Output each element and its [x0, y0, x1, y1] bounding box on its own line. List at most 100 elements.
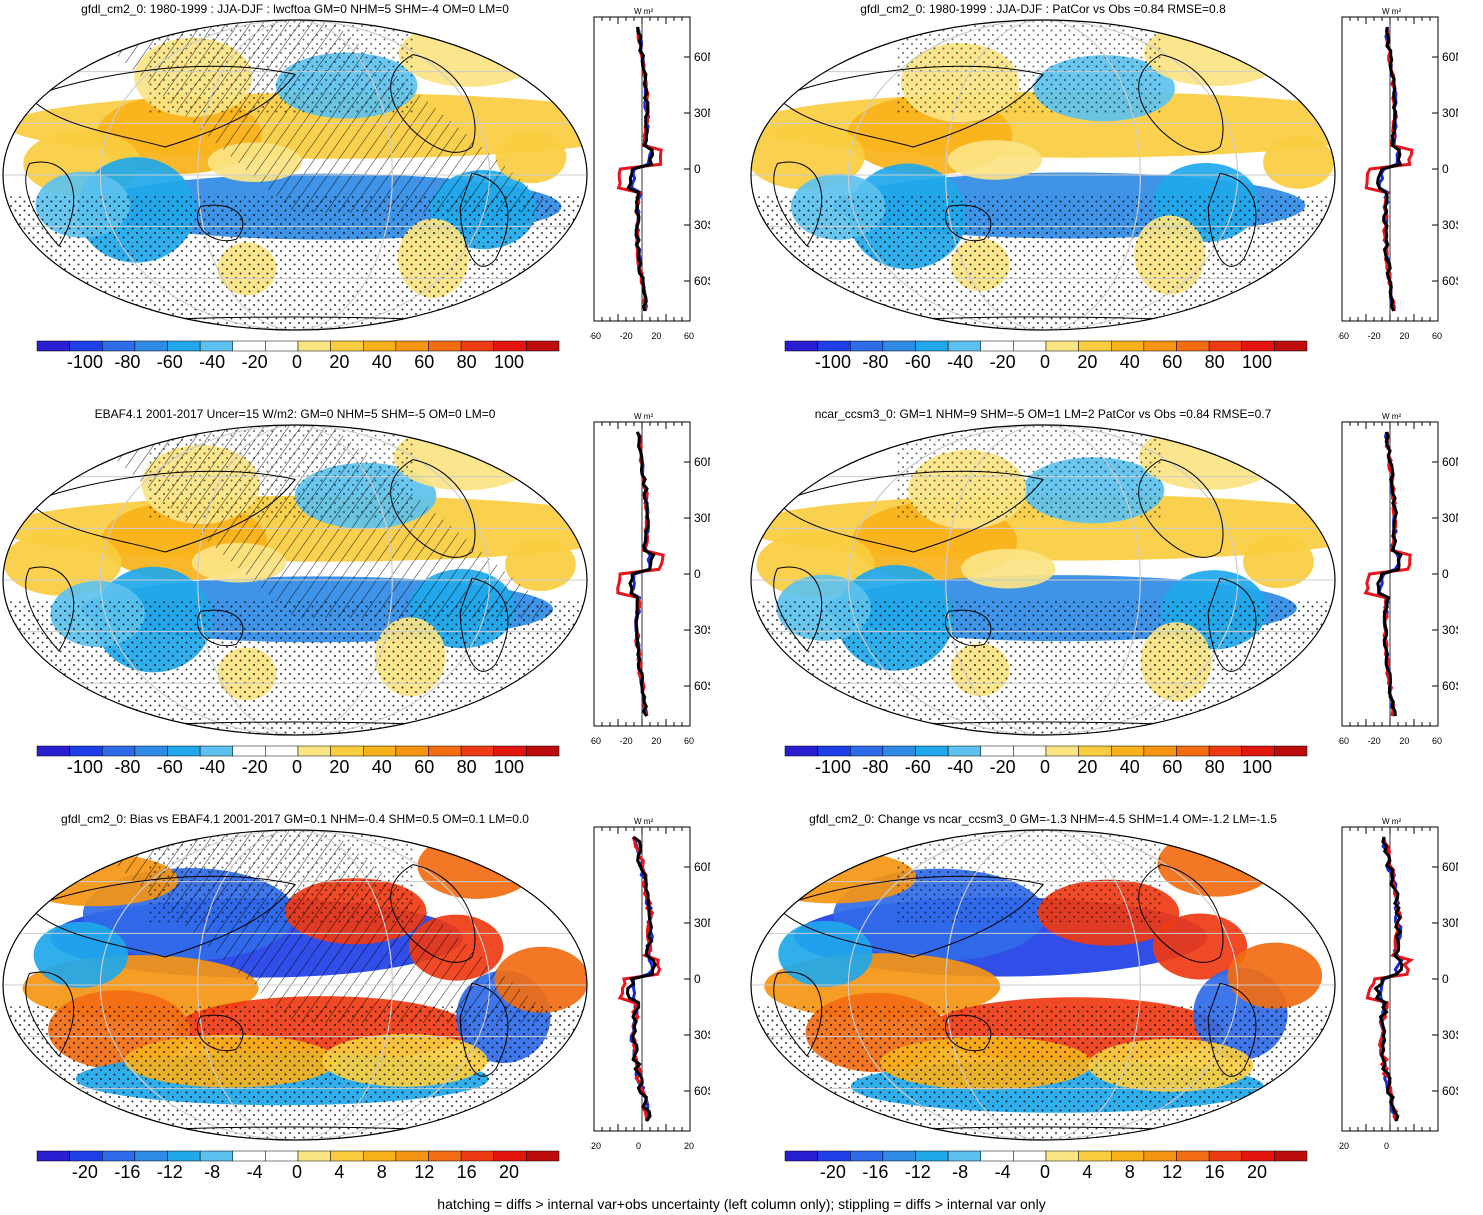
zonal-mean-plot-p6: W m² 60N 30N 0 30S 60S -20 0 — [1338, 817, 1458, 1151]
colorbar-tick-label: -20 — [241, 352, 268, 372]
colorbar-swatch — [915, 340, 949, 352]
colorbar-tick-label: -60 — [156, 352, 183, 372]
colorbar-tick-label: 40 — [1119, 352, 1140, 372]
colorbar-tick-label: -20 — [71, 1162, 98, 1182]
zonal-unit-label: W m² — [634, 817, 653, 826]
colorbar-swatch — [297, 340, 331, 352]
field-patch — [778, 920, 873, 987]
colorbar-swatch — [265, 1150, 299, 1162]
colorbar-swatch — [493, 1150, 527, 1162]
colorbar-swatch — [1013, 1150, 1047, 1162]
latitude-tick-label: 0 — [694, 162, 701, 176]
colorbar-p3 — [36, 745, 560, 757]
colorbar-swatch — [199, 1150, 233, 1162]
latitude-tick-label: 30S — [1442, 218, 1458, 232]
zonal-curve-black — [625, 835, 657, 1122]
colorbar-tick-label: 0 — [291, 352, 303, 372]
field-patch — [33, 921, 129, 988]
coastline — [1138, 864, 1224, 963]
zonal-mean-plot-p3: W m² 60N 30N 0 30S 60S -60 -20 20 60 — [590, 412, 710, 746]
zonal-x-tick-label: 20 — [684, 1141, 694, 1151]
colorbar-tick-label: -60 — [904, 757, 931, 777]
map-p5 — [2, 829, 588, 1141]
colorbar-swatch — [817, 745, 851, 757]
colorbar-swatch — [784, 1150, 818, 1162]
colorbar-swatch — [1241, 1150, 1275, 1162]
zonal-curve-red — [1363, 431, 1412, 717]
colorbar-tick-label: -20 — [989, 352, 1016, 372]
field-patch — [505, 538, 576, 591]
coastline — [197, 609, 244, 647]
coastline — [773, 566, 823, 652]
colorbar-swatch — [330, 745, 364, 757]
latitude-tick-label: 0 — [1442, 162, 1449, 176]
coastline — [390, 54, 476, 153]
colorbar-swatch — [1274, 745, 1308, 757]
coastline — [459, 982, 509, 1077]
latitude-tick-label: 60N — [1442, 50, 1458, 64]
colorbar-tick-label: -80 — [862, 757, 889, 777]
colorbar-swatch — [526, 745, 560, 757]
colorbar-tick-label: 40 — [371, 352, 392, 372]
field-patch — [947, 140, 1043, 180]
colorbar-tick-label: -100 — [814, 757, 851, 777]
colorbar-swatch — [199, 340, 233, 352]
colorbar-swatch — [363, 340, 397, 352]
latitude-tick-label: 30N — [694, 511, 710, 525]
colorbar-tick-label: 20 — [499, 1162, 520, 1182]
colorbar-tick-label: 20 — [1077, 352, 1098, 372]
colorbar-swatch — [850, 745, 884, 757]
coastline — [28, 65, 296, 148]
colorbar-tick-label: 60 — [1162, 757, 1183, 777]
colorbar-swatch — [1241, 340, 1275, 352]
colorbar-swatch — [395, 745, 429, 757]
coastline — [945, 204, 992, 242]
latitude-tick-label: 0 — [1442, 972, 1449, 986]
zonal-mean-plot-p5: W m² 60N 30N 0 30S 60S -20 0 20 — [590, 817, 710, 1151]
colorbar-tick-label: -60 — [156, 757, 183, 777]
colorbar-swatch — [460, 745, 494, 757]
colorbar-swatch — [102, 1150, 136, 1162]
field-patch — [1157, 830, 1276, 897]
panel-title: gfdl_cm2_0: 1980-1999 : JJA-DJF : lwcfto… — [81, 2, 509, 16]
colorbar-tick-label: -8 — [952, 1162, 969, 1182]
colorbar-swatch — [526, 1150, 560, 1162]
coastline — [25, 161, 75, 247]
colorbar-tick-label: 0 — [291, 1162, 303, 1182]
coastline — [1138, 459, 1224, 558]
colorbar-tick-label: -80 — [114, 352, 141, 372]
zonal-mean-plot-p1: W m² 60N 30N 0 30S 60S -60 -20 20 60 — [590, 7, 710, 341]
latitude-tick-label: 30N — [1442, 916, 1458, 930]
latitude-tick-label: 30S — [1442, 623, 1458, 637]
colorbar-swatch — [330, 340, 364, 352]
coastline — [1138, 54, 1224, 153]
colorbar-tick-label: 100 — [494, 757, 525, 777]
zonal-curve-black — [1373, 836, 1404, 1122]
colorbar-swatch — [784, 340, 818, 352]
colorbar-swatch — [882, 745, 916, 757]
colorbar-swatch — [882, 340, 916, 352]
colorbar-swatch — [947, 340, 981, 352]
zonal-unit-label: W m² — [1382, 412, 1401, 421]
colorbar-swatch — [265, 340, 299, 352]
panel-title: EBAF4.1 2001-2017 Uncer=15 W/m2: GM=0 NH… — [94, 407, 496, 421]
zonal-x-tick-label: -20 — [620, 331, 633, 341]
zonal-x-tick-label: -60 — [1338, 331, 1349, 341]
colorbar-swatch — [850, 1150, 884, 1162]
colorbar-tick-label: 100 — [1242, 352, 1273, 372]
colorbar-tick-label: -12 — [156, 1162, 183, 1182]
colorbar-swatch — [428, 1150, 462, 1162]
colorbar-swatch — [947, 745, 981, 757]
colorbar-swatch — [297, 745, 331, 757]
colorbar-tick-label: -20 — [241, 757, 268, 777]
colorbar-tick-label: 4 — [334, 1162, 345, 1182]
colorbar-p4 — [784, 745, 1308, 757]
colorbar-swatch — [1143, 1150, 1177, 1162]
colorbar-tick-label: 8 — [376, 1162, 387, 1182]
coastline — [945, 1014, 992, 1052]
zonal-unit-label: W m² — [634, 7, 653, 16]
colorbar-tick-label: -16 — [862, 1162, 889, 1182]
colorbar-tick-label: -20 — [819, 1162, 846, 1182]
colorbar-tick-label: 80 — [456, 757, 477, 777]
colorbar-swatch — [915, 745, 949, 757]
